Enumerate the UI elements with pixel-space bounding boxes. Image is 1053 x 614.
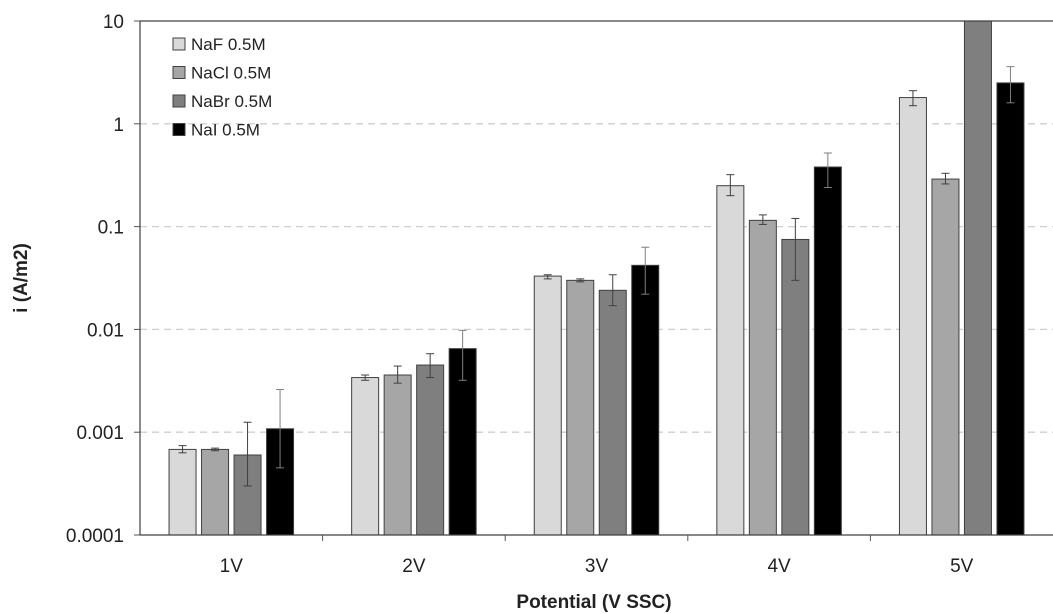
x-axis-title: Potential (V SSC) bbox=[516, 592, 671, 613]
bar bbox=[963, 20, 992, 536]
bar bbox=[168, 448, 197, 536]
legend-label: NaI 0.5M bbox=[191, 121, 260, 140]
x-tick-label: 2V bbox=[402, 556, 426, 577]
bar bbox=[931, 178, 960, 536]
y-tick-label: 0.001 bbox=[76, 423, 124, 444]
legend-label: NaBr 0.5M bbox=[191, 92, 272, 111]
y-tick-label: 0.0001 bbox=[66, 526, 124, 547]
bar bbox=[598, 289, 627, 536]
legend-label: NaF 0.5M bbox=[191, 35, 266, 54]
bar bbox=[416, 364, 445, 536]
axes bbox=[134, 20, 1053, 541]
x-tick-labels: 1V 2V 3V 4V 5V bbox=[220, 556, 974, 577]
bar bbox=[201, 448, 230, 536]
bar bbox=[533, 275, 562, 536]
x-tick-label: 4V bbox=[767, 556, 791, 577]
bars bbox=[168, 20, 1025, 536]
x-tick-label: 1V bbox=[220, 556, 244, 577]
legend-swatch bbox=[172, 66, 186, 79]
y-tick-label: 0.1 bbox=[98, 218, 124, 239]
x-tick-label: 3V bbox=[585, 556, 609, 577]
y-tick-label: 10 bbox=[103, 12, 124, 33]
x-tick-label: 5V bbox=[950, 556, 974, 577]
legend-swatch bbox=[172, 123, 186, 136]
bar bbox=[996, 82, 1025, 536]
legend-label: NaCl 0.5M bbox=[191, 64, 271, 83]
bar bbox=[898, 97, 927, 536]
legend: NaF 0.5M NaCl 0.5M NaBr 0.5M NaI 0.5M bbox=[172, 35, 272, 140]
y-tick-label: 1 bbox=[113, 115, 124, 136]
bar bbox=[716, 185, 745, 536]
legend-swatch bbox=[172, 37, 186, 51]
y-axis-title: i (A/m2) bbox=[11, 243, 32, 313]
bar bbox=[631, 264, 660, 536]
bar bbox=[813, 166, 842, 536]
bar bbox=[781, 238, 810, 536]
bar bbox=[748, 219, 777, 536]
bar bbox=[383, 374, 412, 536]
error-bars bbox=[178, 66, 1015, 487]
legend-swatch bbox=[172, 94, 186, 108]
y-tick-label: 0.01 bbox=[87, 320, 124, 341]
bar bbox=[351, 377, 380, 536]
y-tick-labels: 0.0001 0.001 0.01 0.1 1 10 bbox=[66, 12, 124, 547]
bar bbox=[566, 279, 595, 536]
